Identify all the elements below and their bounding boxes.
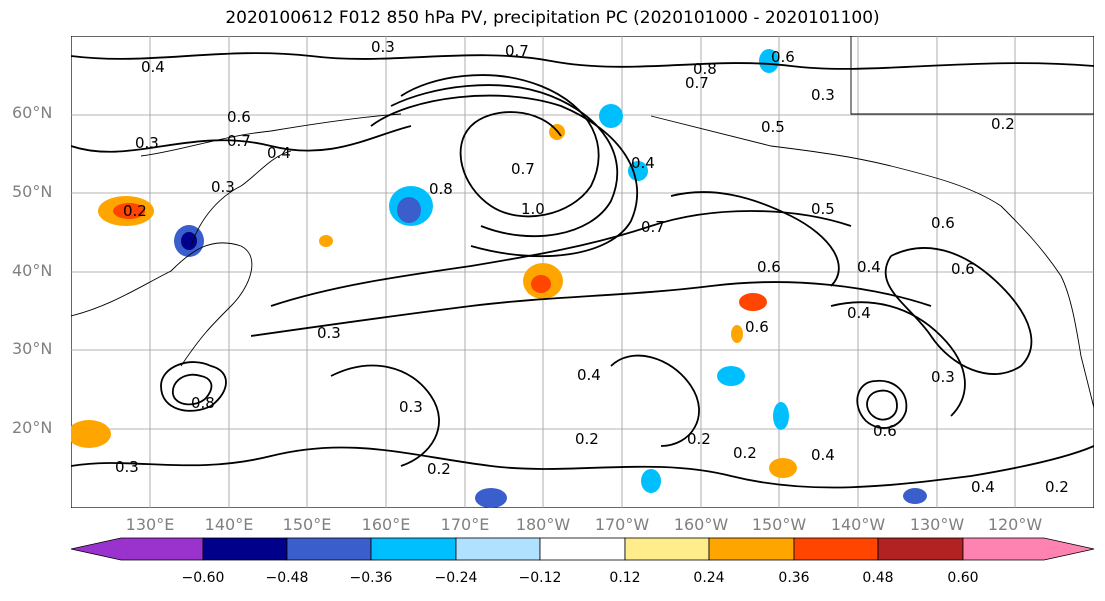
lon-label: 160°W [673, 515, 729, 534]
contour-label: 0.2 [427, 460, 451, 478]
contour-label: 0.7 [685, 74, 709, 92]
contour-label: 0.3 [399, 398, 423, 416]
contour-label: 0.8 [693, 60, 717, 78]
contour-label: 0.3 [211, 178, 235, 196]
contour-label: 0.7 [227, 132, 251, 150]
contour-label: 0.6 [931, 214, 955, 232]
contour-label: 0.3 [135, 134, 159, 152]
colorbar-segment [962, 537, 1095, 561]
colorbar-segment [708, 537, 795, 561]
contour-label: 0.6 [873, 422, 897, 440]
colorbar-tick-label: −0.48 [265, 570, 309, 586]
colorbar-segment [370, 537, 457, 561]
contour-label: 0.5 [811, 200, 835, 218]
contour-label: 0.3 [811, 86, 835, 104]
colorbar [70, 537, 1095, 561]
contour-label: 0.4 [267, 144, 291, 162]
contour-label: 0.6 [771, 48, 795, 66]
lon-label: 130°E [125, 515, 175, 534]
contour-label: 0.6 [745, 318, 769, 336]
lon-label: 140°W [830, 515, 886, 534]
contour-label: 0.8 [429, 180, 453, 198]
lat-label: 30°N [12, 339, 53, 358]
contour-label: 0.4 [811, 446, 835, 464]
contour-label: 0.7 [641, 218, 665, 236]
lat-label: 50°N [12, 182, 53, 201]
contour-label: 0.4 [141, 58, 165, 76]
contour-labels: 0.3 0.7 0.6 0.8 0.7 0.4 0.3 0.6 0.7 0.4 … [115, 38, 1069, 496]
contour-label: 0.2 [733, 444, 757, 462]
colorbar-tick-label: −0.24 [434, 570, 478, 586]
contour-label: 0.3 [317, 324, 341, 342]
contour-label: 0.2 [991, 115, 1015, 133]
contour-label: 0.4 [847, 304, 871, 322]
colorbar-segment [455, 537, 541, 561]
pv-contours [71, 52, 1094, 489]
coastlines [71, 36, 1094, 409]
contour-label: 0.6 [227, 108, 251, 126]
contour-label: 0.4 [857, 258, 881, 276]
colorbar-segment [202, 537, 288, 561]
contour-label: 1.0 [521, 200, 545, 218]
colorbar-tick-label: 0.48 [862, 570, 894, 586]
contour-label: 0.7 [511, 160, 535, 178]
contour-label: 0.2 [575, 430, 599, 448]
contour-label: 0.8 [191, 394, 215, 412]
lon-label: 140°E [204, 515, 254, 534]
lon-label: 130°W [909, 515, 965, 534]
lon-label: 150°W [751, 515, 807, 534]
colorbar-segment [286, 537, 372, 561]
contour-label: 0.4 [577, 366, 601, 384]
contour-label: 0.2 [123, 202, 147, 220]
colorbar-tick-label: −0.60 [181, 570, 225, 586]
lat-label: 60°N [12, 103, 53, 122]
map-title: 2020100612 F012 850 hPa PV, precipitatio… [225, 8, 880, 28]
lon-label: 120°W [987, 515, 1043, 534]
colorbar-tick-label: 0.12 [609, 570, 641, 586]
lat-label: 20°N [12, 418, 53, 437]
colorbar-segment [793, 537, 879, 561]
colorbar-tick-label: 0.36 [778, 570, 810, 586]
colorbar-tick-label: −0.36 [349, 570, 393, 586]
colorbar-segment [877, 537, 964, 561]
contour-label: 0.4 [971, 478, 995, 496]
colorbar-segment [70, 537, 204, 561]
contour-label: 0.3 [931, 368, 955, 386]
contour-label: 0.2 [687, 430, 711, 448]
precip-shading [71, 49, 927, 508]
colorbar-segment [624, 537, 710, 561]
colorbar-tick-label: 0.24 [693, 570, 725, 586]
lat-label: 40°N [12, 261, 53, 280]
contour-label: 0.5 [761, 118, 785, 136]
lon-label: 170°W [594, 515, 650, 534]
contour-label: 0.4 [631, 154, 655, 172]
colorbar-tick-label: −0.12 [518, 570, 562, 586]
lon-label: 170°E [440, 515, 490, 534]
contour-label: 0.3 [115, 458, 139, 476]
contour-label: 0.3 [371, 38, 395, 56]
contour-label: 0.6 [757, 258, 781, 276]
lon-label: 160°E [361, 515, 411, 534]
colorbar-tick-label: 0.60 [947, 570, 979, 586]
contour-label: 0.2 [1045, 478, 1069, 496]
contour-label: 0.7 [505, 42, 529, 60]
lon-label: 180°W [515, 515, 571, 534]
map-panel: 0.3 0.7 0.6 0.8 0.7 0.4 0.3 0.6 0.7 0.4 … [71, 36, 1094, 508]
lon-label: 150°E [282, 515, 332, 534]
contour-label: 0.6 [951, 260, 975, 278]
colorbar-segment [539, 537, 626, 561]
